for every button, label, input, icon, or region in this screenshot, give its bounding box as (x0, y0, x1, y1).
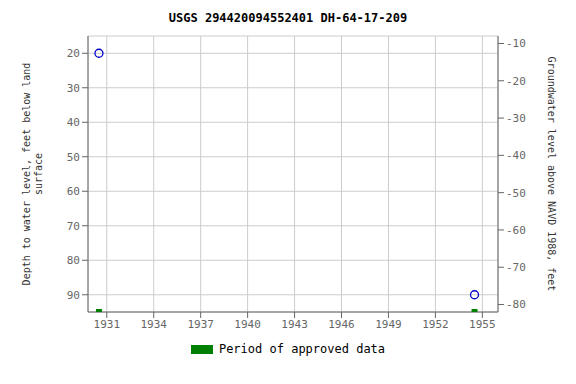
html-text:USGS 294420094552401 DH-64-17-: USGS 294420094552401 DH-64-17-209 (168, 11, 408, 25)
svg-text:-10: -10 (506, 37, 526, 50)
svg-text:1949: 1949 (375, 318, 402, 331)
svg-text:-80: -80 (506, 298, 526, 311)
svg-text:70: 70 (67, 220, 80, 233)
svg-text:20: 20 (67, 47, 80, 60)
svg-text:1946: 1946 (328, 318, 355, 331)
svg-text:-30: -30 (506, 112, 526, 125)
svg-text:-60: -60 (506, 224, 526, 237)
svg-text:1940: 1940 (234, 318, 261, 331)
svg-text:-50: -50 (506, 187, 526, 200)
svg-text:-40: -40 (506, 149, 526, 162)
svg-text:30: 30 (67, 82, 80, 95)
svg-text:60: 60 (67, 185, 80, 198)
svg-text:1943: 1943 (281, 318, 308, 331)
svg-text:90: 90 (67, 289, 80, 302)
svg-text:50: 50 (67, 151, 80, 164)
svg-text:1952: 1952 (422, 318, 449, 331)
svg-text:Depth to water level, feet bel: Depth to water level, feet below landsur… (21, 63, 44, 286)
svg-text:40: 40 (67, 116, 80, 129)
svg-text:Groundwater level above NAVD 1: Groundwater level above NAVD 1988, feet (546, 57, 557, 292)
svg-text:1931: 1931 (94, 318, 121, 331)
svg-text:1955: 1955 (469, 318, 496, 331)
svg-text:1937: 1937 (187, 318, 214, 331)
svg-text:-70: -70 (506, 261, 526, 274)
svg-text:80: 80 (67, 254, 80, 267)
html-text:Period of approved data: Period of approved data (218, 342, 386, 356)
svg-text:1934: 1934 (140, 318, 167, 331)
svg-text:-20: -20 (506, 75, 526, 88)
